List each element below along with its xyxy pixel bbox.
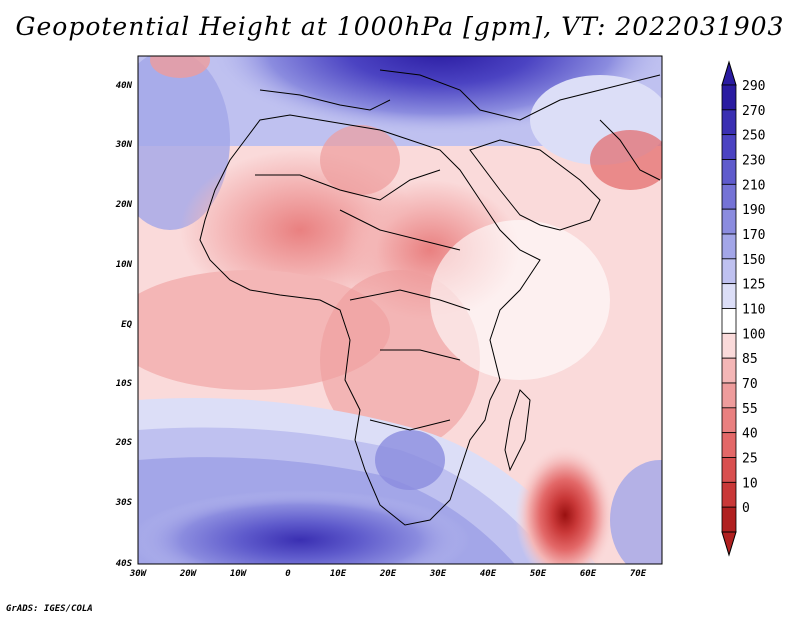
colorbar-label: 70 (742, 377, 758, 392)
lon-label: 30W (129, 569, 148, 579)
colorbar-cell (721, 332, 737, 359)
lat-label: 20S (115, 438, 133, 448)
colorbar-label: 10 (742, 476, 758, 491)
colorbar-label: 110 (742, 303, 765, 318)
lat-label: 10N (116, 260, 133, 270)
colorbar-cell (721, 134, 737, 160)
colorbar-cell (721, 481, 737, 508)
lat-label: 20N (115, 200, 133, 210)
colorbar-cell (721, 183, 737, 210)
colorbar-cell (721, 84, 737, 111)
colorbar-cell (721, 357, 737, 384)
lat-label: 40N (116, 81, 133, 91)
colorbar-label: 150 (742, 253, 765, 268)
colorbar-top-arrow (721, 60, 737, 86)
lon-label: 20W (179, 569, 198, 579)
coastlines (199, 69, 661, 526)
lat-label: 40S (116, 559, 133, 569)
colorbar-cell (721, 457, 737, 483)
colorbar-cell (721, 208, 737, 235)
colorbar-cell (721, 407, 737, 434)
colorbar-label: 290 (742, 79, 765, 94)
lon-label: 10W (230, 569, 248, 579)
lon-label: 20E (379, 569, 397, 579)
colorbar-label: 230 (742, 154, 765, 169)
colorbar-label: 125 (742, 278, 765, 293)
colorbar-label: 170 (742, 228, 765, 243)
colorbar-label: 190 (742, 203, 765, 218)
lat-label: 10S (116, 379, 133, 389)
colorbar-cell (721, 283, 737, 309)
lat-label: 30S (115, 498, 133, 508)
colorbar-cell (721, 432, 737, 458)
colorbar-cell (721, 159, 737, 185)
colorbar-label: 25 (742, 452, 758, 467)
colorbar-label: 270 (742, 104, 765, 119)
colorbar-cell (721, 506, 737, 533)
lat-label: 30N (115, 140, 133, 150)
lon-label: 10E (330, 569, 347, 579)
colorbar-cell (721, 308, 737, 334)
colorbar-cell (721, 382, 737, 409)
lon-label: 0 (285, 569, 291, 579)
colorbar-label: 210 (742, 178, 765, 193)
credit-text: GrADS: IGES/COLA (6, 604, 93, 614)
colorbar: 2902702502302101901701501251101008570554… (721, 60, 765, 557)
lon-label: 60E (580, 569, 597, 579)
lon-label: 70E (630, 569, 647, 579)
colorbar-cell (721, 109, 737, 136)
lon-label: 40E (480, 569, 497, 579)
map-frame (137, 55, 663, 565)
lon-label: 30E (429, 569, 447, 579)
lat-axis: 40N 30N 20N 10N EQ 10S 20S 30S 40S (115, 81, 133, 569)
colorbar-label: 100 (742, 327, 765, 342)
colorbar-label: 85 (742, 352, 758, 367)
colorbar-bottom-arrow (721, 531, 737, 557)
colorbar-cell (721, 258, 737, 285)
map-title: Geopotential Height at 1000hPa [gpm], VT… (15, 12, 785, 41)
lon-label: 50E (530, 569, 547, 579)
lon-axis: 30W 20W 10W 0 10E 20E 30E 40E 50E 60E 70… (129, 569, 647, 579)
colorbar-label: 0 (742, 501, 750, 516)
colorbar-label: 40 (742, 427, 758, 442)
colorbar-cell (721, 233, 737, 260)
colorbar-label: 55 (742, 402, 758, 417)
height-field (138, 56, 662, 564)
colorbar-label: 250 (742, 129, 765, 144)
lat-label: EQ (121, 320, 132, 330)
